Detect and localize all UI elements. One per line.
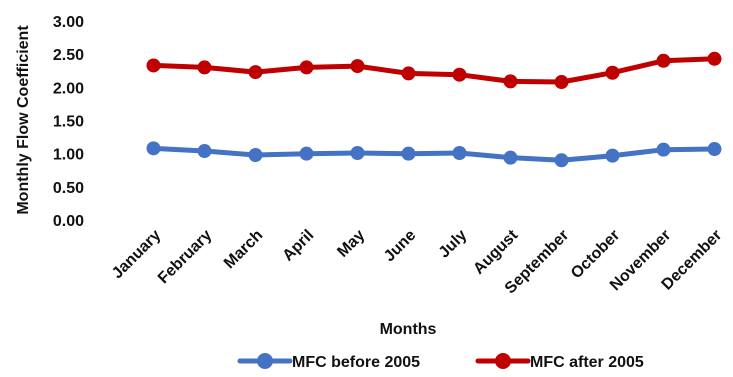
data-point — [707, 142, 722, 157]
x-axis-title: Months — [380, 321, 437, 338]
data-point — [554, 75, 569, 90]
data-point — [452, 146, 467, 161]
series-layer — [146, 51, 722, 168]
x-tick-label: August — [470, 226, 521, 277]
series-2 — [146, 51, 722, 90]
data-point — [146, 58, 161, 73]
y-axis-ticks: 0.00 0.50 1.00 1.50 2.00 2.50 3.00 — [53, 14, 84, 230]
data-point — [656, 142, 671, 157]
data-point — [146, 141, 161, 156]
y-tick-label: 2.00 — [53, 80, 84, 97]
x-tick-label: June — [381, 227, 419, 265]
legend-label: MFC before 2005 — [292, 354, 420, 371]
data-point — [503, 74, 518, 89]
x-tick-label: April — [280, 227, 318, 265]
series-1 — [146, 141, 722, 168]
y-axis-title: Monthly Flow Coefficient — [15, 25, 32, 215]
y-tick-label: 0.50 — [53, 180, 84, 197]
data-point — [554, 153, 569, 168]
x-tick-label: July — [436, 227, 471, 262]
x-tick-label: February — [155, 227, 216, 288]
y-tick-label: 3.00 — [53, 14, 84, 31]
legend-item: MFC before 2005 — [237, 353, 420, 371]
data-point — [248, 65, 263, 80]
series-line — [151, 145, 717, 163]
data-point — [197, 60, 212, 75]
y-tick-label: 1.00 — [53, 147, 84, 164]
legend-swatch-marker — [495, 353, 511, 369]
legend-item: MFC after 2005 — [475, 353, 644, 371]
data-point — [197, 144, 212, 159]
data-point — [401, 146, 416, 161]
data-point — [707, 51, 722, 66]
x-tick-label: May — [334, 227, 368, 261]
data-point — [299, 60, 314, 75]
series-line — [151, 56, 717, 85]
legend-label: MFC after 2005 — [530, 354, 644, 371]
data-point — [248, 147, 263, 162]
data-point — [299, 146, 314, 161]
legend: MFC before 2005 MFC after 2005 — [237, 353, 644, 371]
data-point — [350, 146, 365, 161]
x-tick-label: March — [221, 227, 266, 272]
data-point — [605, 65, 620, 80]
y-tick-label: 0.00 — [53, 213, 84, 230]
y-tick-label: 1.50 — [53, 114, 84, 131]
data-point — [452, 67, 467, 82]
data-point — [401, 66, 416, 81]
y-tick-label: 2.50 — [53, 47, 84, 64]
data-point — [605, 148, 620, 163]
data-point — [656, 53, 671, 68]
data-point — [350, 59, 365, 74]
data-point — [503, 150, 518, 165]
legend-swatch-marker — [257, 353, 273, 369]
